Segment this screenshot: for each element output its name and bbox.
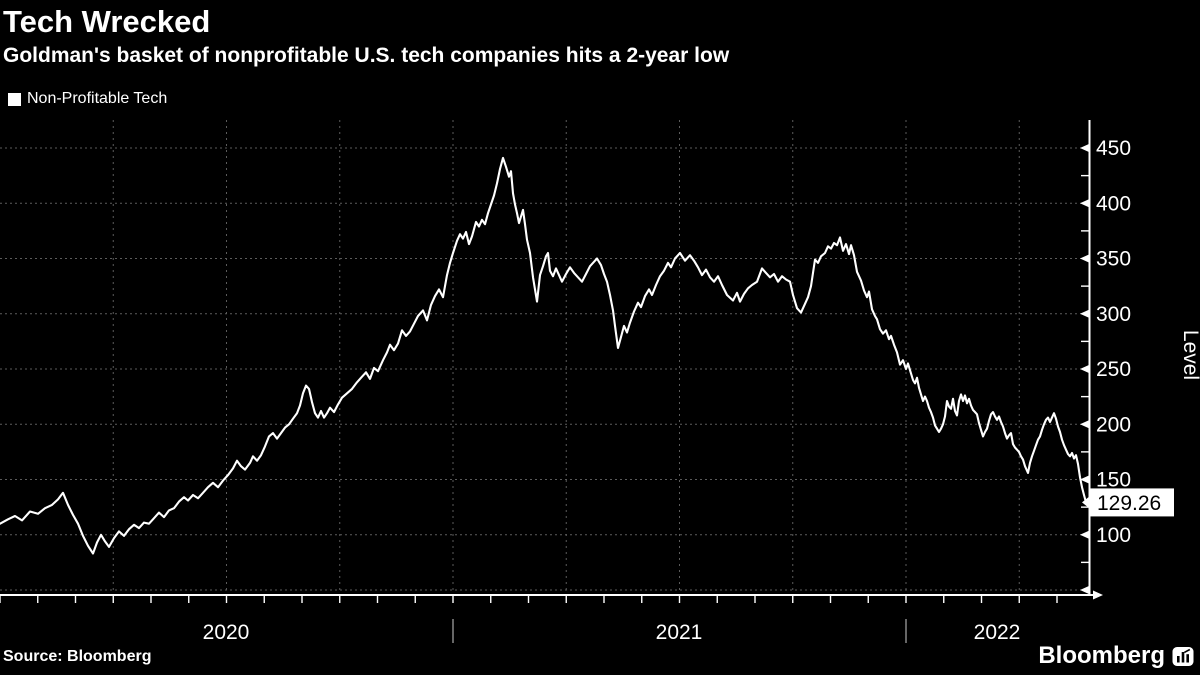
- last-value-label: 129.26: [1097, 492, 1161, 515]
- bloomberg-brand: Bloomberg: [1038, 642, 1194, 670]
- y-axis-tick-label: 250: [1096, 358, 1131, 381]
- page-title: Tech Wrecked: [3, 4, 211, 39]
- y-axis-tick-label: 350: [1096, 248, 1131, 271]
- last-value-arrow-icon: [1082, 494, 1092, 511]
- x-axis-arrow-icon: [1093, 590, 1103, 600]
- y-axis-tick-label: 450: [1096, 137, 1131, 160]
- y-axis-title: Level: [1179, 330, 1200, 380]
- y-tick-arrow-icon: [1080, 143, 1090, 153]
- y-tick-arrow-icon: [1080, 254, 1090, 263]
- last-value-box: [1090, 488, 1174, 517]
- legend-label: Non-Profitable Tech: [27, 90, 168, 107]
- source-credit: Source: Bloomberg: [3, 648, 152, 665]
- bloomberg-wordmark: Bloomberg: [1038, 642, 1165, 669]
- y-tick-arrow-icon: [1080, 475, 1090, 484]
- y-tick-arrow-icon: [1080, 419, 1090, 429]
- year-label: 2022: [974, 621, 1021, 644]
- legend: Non-Profitable Tech: [8, 90, 167, 108]
- y-tick-arrow-icon: [1080, 364, 1090, 374]
- y-tick-arrow-icon: [1080, 309, 1090, 319]
- year-label: 2021: [656, 621, 703, 644]
- y-tick-arrow-icon: [1080, 530, 1090, 540]
- y-axis-tick-label: 150: [1096, 469, 1131, 492]
- bar-chart-badge-icon: [1172, 646, 1194, 666]
- y-axis-tick-label: 100: [1096, 524, 1131, 547]
- y-tick-arrow-icon: [1080, 585, 1090, 595]
- year-label: 2020: [203, 621, 250, 644]
- chart-subtitle: Goldman's basket of nonprofitable U.S. t…: [3, 44, 730, 67]
- y-axis-tick-label: 400: [1096, 192, 1131, 215]
- legend-square-icon: [8, 92, 21, 106]
- series-line: [0, 156, 1088, 555]
- y-tick-arrow-icon: [1080, 198, 1090, 208]
- y-axis-tick-label: 300: [1096, 303, 1131, 326]
- y-axis-tick-label: 200: [1096, 413, 1131, 436]
